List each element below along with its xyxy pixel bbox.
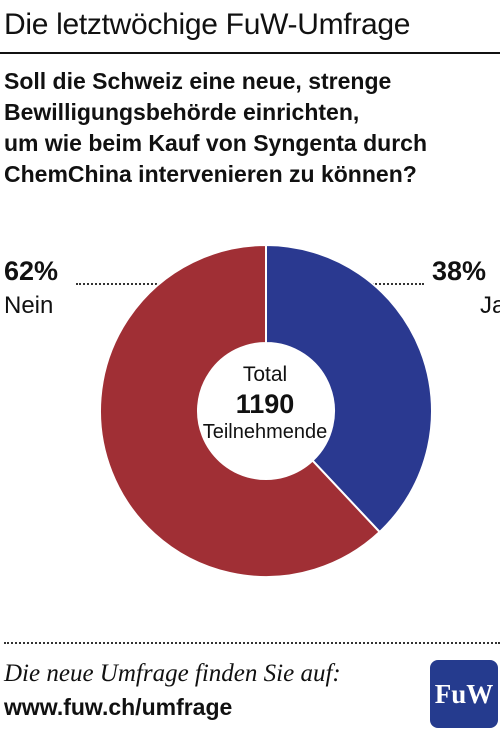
question-line-1: Soll die Schweiz eine neue, strenge (4, 68, 392, 94)
ja-leader-line (372, 283, 424, 285)
poll-question: Soll die Schweiz eine neue, strenge Bewi… (4, 66, 500, 190)
page-title: Die letztwöchige FuW-Umfrage (4, 8, 411, 41)
question-line-3: um wie beim Kauf von Syngenta durch (4, 130, 428, 156)
nein-answer-label: Nein (4, 292, 54, 319)
center-total-caption: Total (242, 363, 288, 386)
nein-percent-label: 62% (4, 256, 59, 286)
ja-percent-label: 38% (432, 256, 487, 286)
center-total-value: 1190 (235, 389, 295, 419)
donut-slice-nein (99, 243, 382, 578)
donut-center-label: Total 1190 Teilnehmende (180, 362, 350, 444)
center-participants-caption: Teilnehmende (202, 421, 328, 443)
survey-link[interactable]: www.fuw.ch/umfrage (4, 694, 233, 720)
donut-slice-ja (265, 243, 433, 534)
page-header: Die letztwöchige FuW-Umfrage (0, 0, 500, 54)
nein-leader-line (76, 283, 164, 285)
footer-invitation-text: Die neue Umfrage finden Sie auf: (4, 660, 341, 687)
fuw-logo: FuW (430, 660, 498, 728)
footer-divider (4, 642, 500, 644)
ja-answer-label: Ja (480, 292, 500, 319)
question-line-4: ChemChina intervenieren zu können? (4, 161, 417, 187)
donut-chart (99, 243, 433, 578)
question-line-2: Bewilligungsbehörde einrichten, (4, 99, 360, 125)
